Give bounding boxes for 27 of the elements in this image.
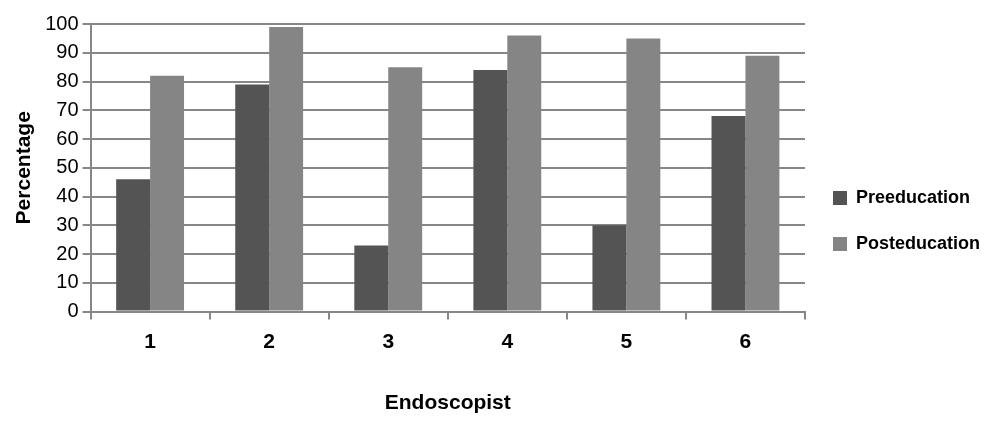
bar [116, 179, 151, 311]
x-axis-title: Endoscopist [384, 390, 511, 414]
y-tick-label: 30 [56, 212, 79, 235]
y-tick-label: 20 [56, 241, 79, 264]
x-tick-label: 4 [501, 329, 514, 352]
bar [711, 116, 746, 311]
x-tick-label: 2 [263, 329, 276, 352]
bar [235, 84, 270, 311]
y-axis-title: Percentage [11, 111, 35, 225]
y-tick-label: 0 [67, 299, 79, 322]
y-tick-label: 10 [56, 270, 79, 293]
y-tick-label: 40 [56, 184, 79, 207]
y-tick-label: 80 [56, 69, 79, 92]
y-tick-label: 60 [56, 126, 79, 149]
bar [354, 245, 389, 311]
y-tick-label: 70 [56, 97, 79, 120]
x-tick-label: 3 [382, 329, 395, 352]
x-tick-label: 6 [739, 329, 752, 352]
y-tick-label: 50 [56, 155, 79, 178]
legend-label: Posteducation [855, 232, 980, 253]
x-tick-label: 5 [620, 329, 633, 352]
bar [592, 225, 627, 311]
x-tick-label: 1 [144, 329, 157, 352]
bar [473, 70, 508, 311]
y-tick-label: 90 [56, 40, 79, 63]
legend-label: Preeducation [855, 186, 971, 207]
y-tick-label: 100 [45, 11, 79, 34]
